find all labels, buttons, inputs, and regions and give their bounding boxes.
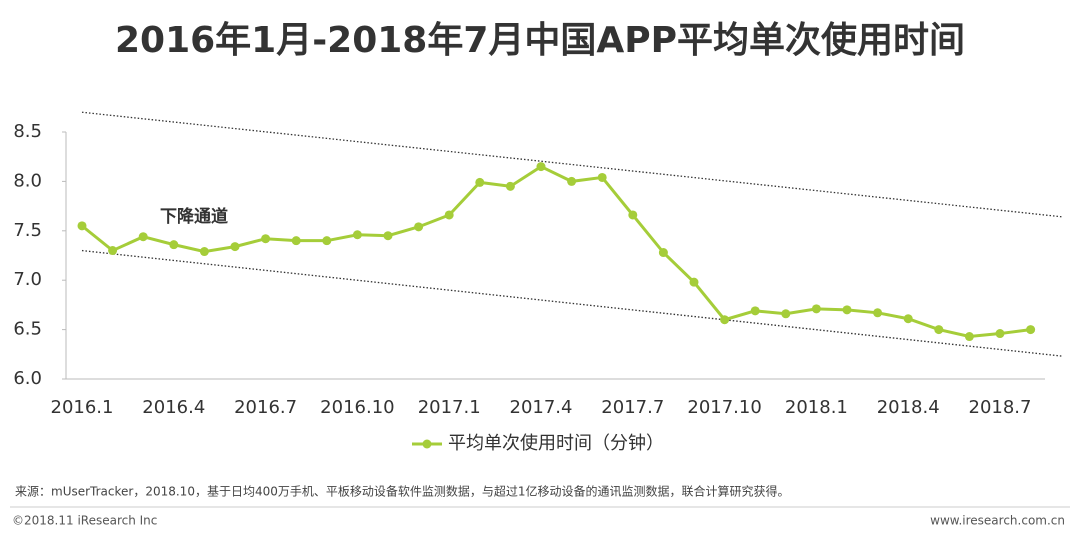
x-tick-label: 2018.7 xyxy=(969,397,1032,418)
data-point xyxy=(199,247,209,257)
x-tick-label: 2017.4 xyxy=(510,397,573,418)
x-tick-label: 2017.1 xyxy=(418,397,481,418)
y-tick-label: 6.5 xyxy=(13,319,42,340)
data-point xyxy=(291,236,301,246)
data-point xyxy=(414,222,424,232)
data-point xyxy=(108,246,118,256)
source: 来源：mUserTracker，2018.10，基于日均400万手机、平板移动设… xyxy=(15,484,790,499)
x-tick-label: 2016.10 xyxy=(320,397,394,418)
x-tick-label: 2018.4 xyxy=(877,397,940,418)
x-tick-label: 2018.1 xyxy=(785,397,848,418)
y-tick-label: 7.0 xyxy=(13,269,42,290)
data-point xyxy=(169,240,179,250)
trend-line xyxy=(81,111,1064,218)
data-point xyxy=(77,221,87,231)
y-tick-label: 6.0 xyxy=(13,368,42,389)
y-tick-label: 7.5 xyxy=(13,220,42,241)
x-tick-label: 2017.10 xyxy=(687,397,761,418)
x-tick-label: 2016.7 xyxy=(234,397,297,418)
data-point xyxy=(475,177,485,187)
data-point xyxy=(811,304,821,314)
y-tick-label: 8.0 xyxy=(13,170,42,191)
data-point xyxy=(505,181,515,191)
data-point xyxy=(230,242,240,252)
data-point xyxy=(689,277,699,287)
data-point xyxy=(720,315,730,325)
copyright: ©2018.11 iResearch Inc xyxy=(12,514,157,528)
data-point xyxy=(842,305,852,315)
data-point xyxy=(873,308,883,318)
data-point xyxy=(964,332,974,342)
data-point xyxy=(383,231,393,241)
data-point xyxy=(322,236,332,246)
x-tick-label: 2017.7 xyxy=(601,397,664,418)
legend-marker xyxy=(422,439,432,449)
data-point xyxy=(658,248,668,258)
data-point xyxy=(261,234,271,244)
data-point xyxy=(934,325,944,335)
x-tick-label: 2016.1 xyxy=(51,397,114,418)
data-point xyxy=(352,230,362,240)
legend-label: 平均单次使用时间（分钟） xyxy=(448,433,664,454)
data-point xyxy=(138,232,148,242)
data-point xyxy=(903,314,913,324)
data-point xyxy=(750,306,760,316)
data-point xyxy=(567,176,577,186)
chart-title: 2016年1月-2018年7月中国APP平均单次使用时间 xyxy=(115,20,965,61)
trend-line xyxy=(81,249,1064,357)
x-tick-label: 2016.4 xyxy=(142,397,205,418)
annotation: 下降通道 xyxy=(160,206,228,227)
website: www.iresearch.com.cn xyxy=(930,514,1065,528)
data-point xyxy=(995,329,1005,339)
data-point xyxy=(536,162,546,172)
data-point xyxy=(628,210,638,220)
data-point xyxy=(781,309,791,319)
y-tick-label: 8.5 xyxy=(13,121,42,142)
data-point xyxy=(597,172,607,182)
data-point xyxy=(444,210,454,220)
data-point xyxy=(1026,325,1036,335)
series-line xyxy=(81,164,1031,339)
